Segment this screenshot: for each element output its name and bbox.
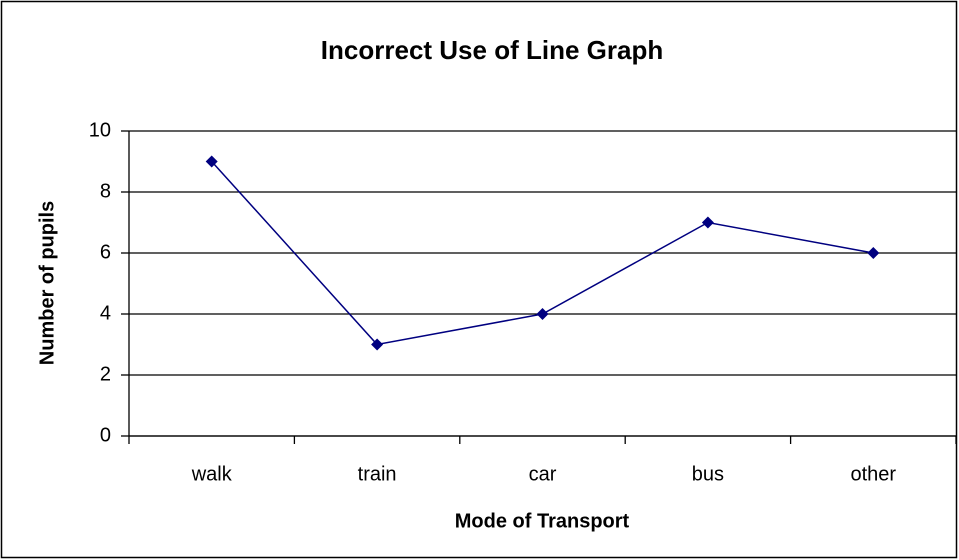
- y-tick-label: 0: [100, 424, 111, 446]
- y-tick-label: 4: [100, 302, 111, 324]
- x-tick-label: other: [851, 463, 897, 485]
- y-tick-label: 2: [100, 363, 111, 385]
- y-tick-label: 6: [100, 241, 111, 263]
- marker: [371, 338, 384, 351]
- x-tick-label: train: [358, 463, 397, 485]
- marker: [205, 155, 218, 168]
- marker: [536, 308, 549, 320]
- chart-title: Incorrect Use of Line Graph: [321, 35, 663, 65]
- y-axis-label: Number of pupils: [36, 201, 58, 365]
- x-tick-label: car: [529, 463, 557, 485]
- x-tick-label: walk: [191, 463, 233, 485]
- y-tick-label: 8: [100, 180, 111, 202]
- x-axis-label: Mode of Transport: [455, 510, 630, 532]
- marker: [701, 216, 714, 229]
- marker: [867, 247, 880, 259]
- x-tick-label: bus: [692, 463, 724, 485]
- y-tick-label: 10: [89, 119, 111, 141]
